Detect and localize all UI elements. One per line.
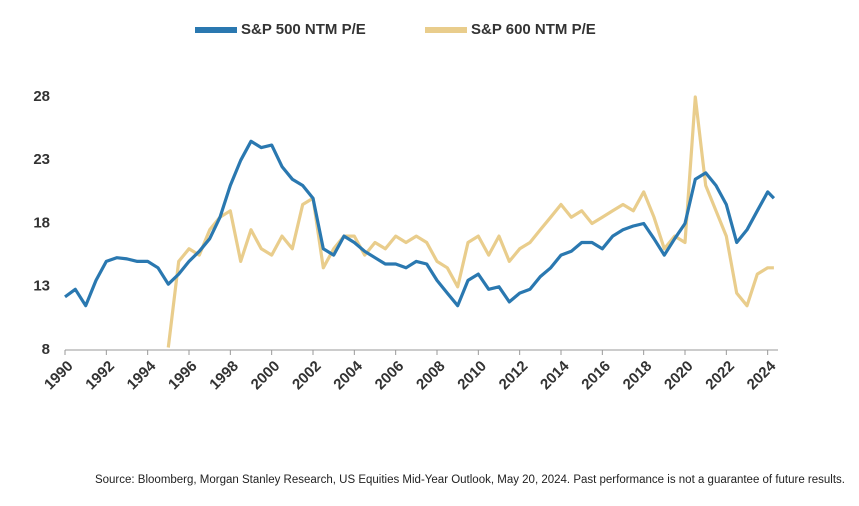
x-tick-label: 2006 [372, 358, 408, 394]
x-tick-label: 1994 [124, 357, 160, 393]
x-tick-label: 1990 [41, 358, 77, 394]
legend-label: S&P 600 NTM P/E [471, 21, 596, 38]
y-tick-label: 18 [33, 214, 50, 231]
series-line [166, 95, 774, 348]
x-tick-label: 1996 [165, 358, 201, 394]
x-tick-label: 2008 [413, 358, 449, 394]
y-tick-label: 23 [33, 151, 50, 168]
x-tick-label: 2020 [661, 358, 697, 394]
legend-label: S&P 500 NTM P/E [241, 21, 366, 38]
x-tick-label: 2000 [248, 358, 284, 394]
x-tick-label: 2010 [454, 358, 490, 394]
series-line [64, 139, 776, 308]
y-tick-label: 28 [33, 88, 50, 105]
x-tick-label: 2022 [702, 358, 738, 394]
source-note: Source: Bloomberg, Morgan Stanley Resear… [95, 474, 845, 486]
y-tick-label: 13 [33, 278, 50, 295]
x-tick-label: 1992 [82, 358, 118, 394]
x-tick-label: 2012 [496, 358, 532, 394]
x-tick-label: 2024 [744, 357, 780, 393]
x-tick-label: 2014 [537, 357, 573, 393]
y-tick-label: 8 [42, 341, 50, 358]
x-tick-label: 2002 [289, 358, 325, 394]
x-tick-label: 2018 [620, 358, 656, 394]
x-tick-label: 2016 [578, 358, 614, 394]
x-tick-label: 2004 [330, 357, 366, 393]
x-tick-label: 1998 [206, 358, 242, 394]
